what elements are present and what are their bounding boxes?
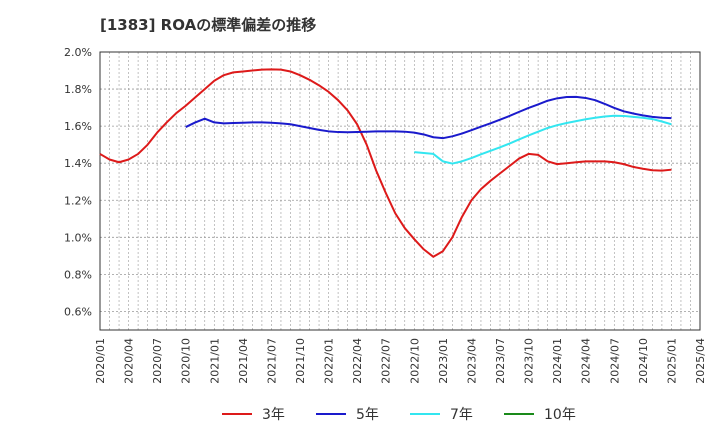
x-tick-label: 2020/01 [94,338,107,384]
y-tick-label: 1.8% [64,83,92,96]
x-tick-label: 2020/04 [123,338,136,384]
x-tick-label: 2022/07 [380,338,393,384]
x-tick-label: 2024/07 [608,338,621,384]
x-tick-label: 2023/10 [523,338,536,384]
x-tick-label: 2022/10 [408,338,421,384]
y-tick-label: 1.4% [64,157,92,170]
x-tick-label: 2025/04 [694,338,707,384]
x-tick-label: 2020/07 [151,338,164,384]
x-tick-label: 2021/01 [208,338,221,384]
x-tick-label: 2022/01 [323,338,336,384]
x-tick-label: 2021/07 [265,338,278,384]
chart-title: [1383] ROAの標準偏差の推移 [100,16,317,34]
x-tick-label: 2023/01 [437,338,450,384]
plot-frame [99,51,701,331]
y-tick-label: 0.6% [64,305,92,318]
x-tick-label: 2024/01 [551,338,564,384]
x-tick-label: 2022/04 [351,338,364,384]
series-line-3年 [99,68,672,258]
x-tick-label: 2024/04 [580,338,593,384]
y-tick-label: 2.0% [64,46,92,59]
y-tick-label: 1.0% [64,231,92,244]
x-tick-label: 2021/04 [237,338,250,384]
x-tick-label: 2021/10 [294,338,307,384]
legend-label: 10年 [544,407,576,423]
x-tick-label: 2024/10 [637,338,650,384]
plot-area [100,52,700,330]
y-tick-label: 0.8% [64,268,92,281]
legend-label: 5年 [356,407,379,423]
x-tick-label: 2023/04 [465,338,478,384]
y-tick-label: 1.2% [64,194,92,207]
series-line-5年 [185,95,672,140]
legend-label: 3年 [262,407,285,423]
x-tick-label: 2020/10 [180,338,193,384]
legend-label: 7年 [450,407,473,423]
series-line-7年 [414,114,672,165]
x-tick-label: 2025/01 [665,338,678,384]
y-tick-label: 1.6% [64,120,92,133]
x-tick-label: 2023/07 [494,338,507,384]
